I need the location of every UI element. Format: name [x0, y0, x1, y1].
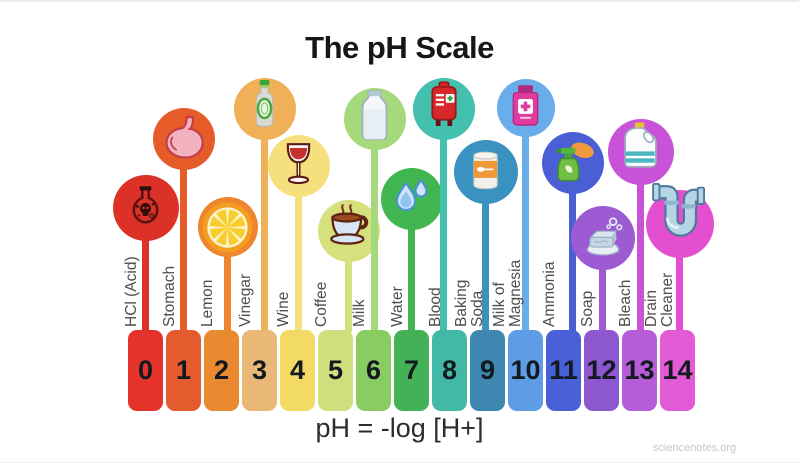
ph-value: 8 [441, 355, 458, 385]
substance-circle [570, 206, 635, 270]
ammonia-spray-icon [546, 137, 599, 190]
ph-block: 8 [432, 330, 467, 411]
ph-block: 4 [280, 330, 315, 411]
substance-circle [541, 132, 604, 194]
ph-value: 7 [403, 355, 420, 385]
substance-label: Milk of Magnesia [490, 259, 524, 327]
ph-block: 14 [660, 330, 695, 411]
scale-stem [345, 231, 352, 334]
substance-circle [496, 79, 555, 137]
ph-block: 2 [204, 330, 239, 411]
ph-block: 13 [622, 330, 657, 411]
page-title: The pH Scale [305, 30, 494, 65]
ph-block: 11 [546, 330, 581, 411]
substance-circle [267, 135, 330, 197]
soap-bar-icon [576, 211, 630, 265]
scale-stem [522, 108, 529, 334]
substance-label: Baking Soda [452, 279, 486, 327]
ph-value: 1 [175, 355, 192, 385]
water-drops-icon [388, 175, 436, 223]
substance-circle [607, 119, 674, 185]
ph-value: 3 [251, 355, 268, 385]
magnesia-bottle-icon [500, 80, 551, 131]
substance-circle [645, 182, 714, 258]
flask-skull-icon [120, 183, 171, 234]
ph-block: 3 [242, 330, 277, 411]
ph-block: 1 [166, 330, 201, 411]
scale-stem [261, 109, 268, 334]
substance-circle [343, 87, 406, 150]
substance-circle [380, 168, 443, 230]
ph-value: 11 [549, 355, 578, 385]
substance-circle [152, 108, 215, 170]
vinegar-bottle-icon [236, 77, 293, 134]
drain-pipe-icon [646, 180, 714, 249]
scale-stem [224, 227, 231, 334]
baking-soda-can-icon [460, 145, 511, 196]
scale-stem [371, 119, 378, 334]
ph-block: 6 [356, 330, 391, 411]
substance-circle [112, 175, 179, 241]
scale-stem [482, 172, 489, 334]
ph-block: 0 [128, 330, 163, 411]
top-border [0, 0, 799, 2]
substance-circle [317, 200, 380, 262]
ph-value: 0 [137, 355, 154, 385]
stomach-icon [158, 114, 209, 165]
ph-value: 14 [662, 355, 693, 385]
scale-stem [440, 109, 447, 334]
ph-value: 13 [624, 355, 655, 385]
scale-stem [180, 139, 187, 334]
watermark: sciencenotes.org [653, 442, 737, 454]
ph-block: 5 [318, 330, 353, 411]
ph-value: 12 [586, 355, 617, 385]
ph-value: 4 [289, 355, 306, 385]
substance-circle [412, 78, 475, 140]
bleach-bottle-icon [611, 119, 670, 178]
ph-block: 9 [470, 330, 505, 411]
ph-value: 6 [365, 355, 382, 385]
ph-formula: pH = -log [H+] [315, 413, 484, 443]
ph-value: 9 [479, 355, 496, 385]
blood-bag-icon [416, 78, 472, 134]
scale-stem [295, 166, 302, 334]
substance-label: Drain Cleaner [642, 272, 676, 327]
ph-block: 7 [394, 330, 429, 411]
substance-label: Vinegar [236, 273, 254, 327]
ph-value: 5 [327, 355, 344, 385]
substance-circle [233, 77, 296, 140]
wine-glass-icon [273, 139, 324, 190]
lemon-slice-icon [199, 199, 256, 256]
ph-value: 10 [510, 355, 541, 385]
substance-circle [197, 197, 258, 257]
milk-bottle-icon [346, 87, 403, 144]
scale-stem [676, 224, 683, 334]
scale-stem [637, 152, 644, 334]
ph-block: 12 [584, 330, 619, 411]
ph-block: 10 [508, 330, 543, 411]
substance-circle [453, 140, 518, 204]
ph-value: 2 [213, 355, 230, 385]
scale-stem [599, 238, 606, 334]
scale-stem [142, 208, 149, 334]
scale-stem [408, 199, 415, 334]
substance-label: Blood [426, 287, 444, 327]
coffee-cup-icon [321, 202, 376, 257]
